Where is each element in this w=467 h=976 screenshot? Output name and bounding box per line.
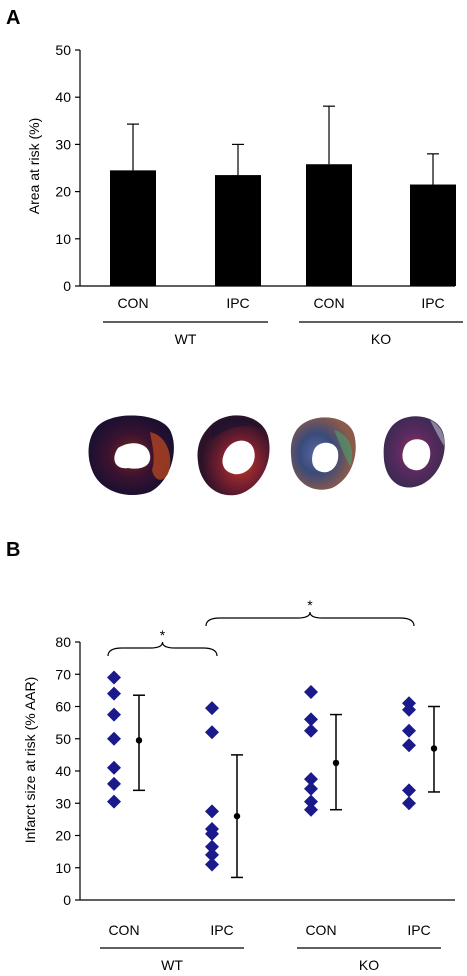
chart-b-y-tick-label: 60 <box>55 699 71 715</box>
chart-b-significance-star: * <box>160 627 166 643</box>
chart-b-data-point <box>107 776 121 791</box>
chart-a-group-labels: WT KO <box>103 321 463 347</box>
chart-b-data-point <box>304 794 318 809</box>
chart-a-bar <box>110 170 156 286</box>
chart-a-y-ticks: 0 10 20 30 40 50 <box>55 42 80 294</box>
chart-b-data-point <box>205 826 219 841</box>
chart-b-data-point <box>107 760 121 775</box>
chart-a-category-labels: CON IPC CON IPC <box>117 295 444 311</box>
panel-b-label: B <box>6 539 20 561</box>
chart-b-data-point <box>402 796 416 811</box>
chart-a-y-tick-label: 10 <box>55 231 71 247</box>
chart-b-significance-brackets: ** <box>107 597 415 657</box>
chart-b-category-label: CON <box>108 922 139 938</box>
chart-b-data-point <box>107 670 121 685</box>
chart-a-bar <box>215 175 261 286</box>
chart-b-significance-bracket <box>205 611 415 627</box>
heart-section-wt-ipc <box>197 415 270 496</box>
chart-b-data-point <box>304 684 318 699</box>
chart-b-significance-star: * <box>307 597 313 613</box>
infarct-size-scatter-chart: Infarct size at risk (% AAR) 0 10 20 30 40 50… <box>22 597 455 973</box>
chart-b-mean-sd-bars <box>133 694 440 879</box>
chart-b-y-tick-label: 70 <box>55 666 71 682</box>
chart-b-mean-dot <box>233 812 241 820</box>
chart-b-y-tick-label: 0 <box>63 892 71 908</box>
chart-b-data-point <box>304 712 318 727</box>
chart-b-data-point <box>205 839 219 854</box>
chart-b-data-point <box>107 686 121 701</box>
heart-section-ko-ipc <box>383 416 445 488</box>
chart-a-y-tick-label: 30 <box>55 136 71 152</box>
chart-a-group-label: KO <box>371 331 391 347</box>
chart-b-data-point <box>107 731 121 746</box>
chart-b-mean-dot <box>332 759 340 767</box>
chart-b-data-point <box>205 804 219 819</box>
chart-b-category-label: IPC <box>210 922 233 938</box>
chart-a-y-axis-title: Area at risk (%) <box>26 118 42 214</box>
chart-b-axes <box>79 642 455 901</box>
chart-b-category-label: IPC <box>407 922 430 938</box>
chart-b-group-labels: WT KO <box>100 947 441 973</box>
chart-b-y-tick-label: 40 <box>55 763 71 779</box>
chart-a-bar <box>410 184 456 286</box>
chart-a-bars <box>110 164 456 286</box>
chart-a-category-label: IPC <box>421 295 444 311</box>
chart-b-data-point <box>107 794 121 809</box>
chart-b-category-label: CON <box>305 922 336 938</box>
chart-b-group-label: KO <box>359 957 379 973</box>
heart-section-ko-con <box>290 417 356 490</box>
chart-b-data-point <box>304 723 318 738</box>
chart-b-data-point <box>205 725 219 740</box>
chart-b-y-axis-title: Infarct size at risk (% AAR) <box>22 677 38 843</box>
chart-b-points <box>107 670 416 872</box>
chart-b-data-point <box>402 723 416 738</box>
chart-b-group-label: WT <box>161 957 183 973</box>
chart-a-category-label: IPC <box>226 295 249 311</box>
chart-a-error-bars <box>127 105 439 185</box>
chart-b-data-point <box>402 783 416 798</box>
chart-a-bar <box>306 164 352 286</box>
chart-a-y-tick-label: 50 <box>55 42 71 58</box>
heart-section-wt-con <box>88 415 174 496</box>
chart-b-significance-bracket <box>107 641 218 657</box>
chart-b-data-point <box>402 738 416 753</box>
chart-b-y-tick-label: 80 <box>55 634 71 650</box>
chart-a-group-label: WT <box>175 331 197 347</box>
chart-b-y-ticks: 0 10 20 30 40 50 60 70 80 <box>55 634 80 908</box>
chart-b-data-point <box>304 781 318 796</box>
chart-a-y-tick-label: 20 <box>55 184 71 200</box>
chart-b-y-tick-label: 30 <box>55 795 71 811</box>
chart-a-category-label: CON <box>117 295 148 311</box>
chart-b-y-tick-label: 20 <box>55 828 71 844</box>
chart-b-data-point <box>402 702 416 717</box>
chart-b-data-point <box>205 847 219 862</box>
chart-b-data-point <box>205 857 219 872</box>
heart-section-images <box>88 415 445 496</box>
area-at-risk-bar-chart: Area at risk (%) 0 10 20 30 40 50 CON IPC CON IP… <box>26 42 463 347</box>
chart-b-data-point <box>205 701 219 716</box>
chart-b-category-labels: CON IPC CON IPC <box>108 922 430 938</box>
chart-b-mean-dot <box>430 745 438 752</box>
chart-a-category-label: CON <box>313 295 344 311</box>
chart-b-data-point <box>304 802 318 817</box>
chart-a-y-tick-label: 0 <box>63 278 71 294</box>
panel-a-label: A <box>6 7 20 29</box>
chart-b-y-tick-label: 10 <box>55 860 71 876</box>
chart-b-data-point <box>107 707 121 722</box>
chart-a-y-tick-label: 40 <box>55 89 71 105</box>
chart-b-data-point <box>304 772 318 787</box>
chart-b-mean-dot <box>135 737 143 744</box>
chart-b-y-tick-label: 50 <box>55 731 71 747</box>
